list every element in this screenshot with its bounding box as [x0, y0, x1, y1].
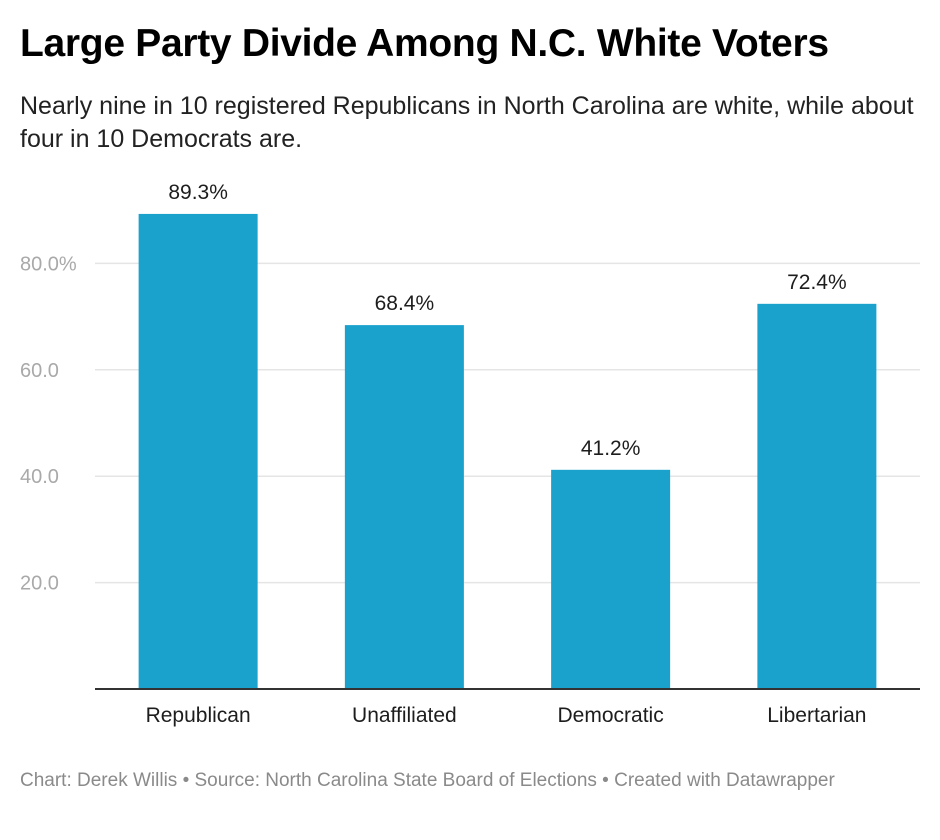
bar-libertarian — [757, 303, 877, 689]
data-label: 68.4% — [375, 292, 435, 315]
data-label: 89.3% — [168, 181, 228, 204]
x-tick-label: Unaffiliated — [352, 704, 457, 727]
data-label: 72.4% — [787, 271, 847, 294]
y-tick-label: 60.0 — [20, 360, 59, 382]
data-label: 41.2% — [581, 437, 641, 460]
x-tick-label: Republican — [146, 704, 251, 727]
chart-footer: Chart: Derek Willis • Source: North Caro… — [20, 770, 835, 791]
bar-chart: 20.0 40.0 60.0 80.0% 89.3% Republican 68.4% Una… — [20, 181, 920, 727]
bar-unaffiliated — [344, 325, 464, 689]
y-tick-label: 40.0 — [20, 466, 59, 488]
chart-title: Large Party Divide Among N.C. White Vote… — [20, 22, 829, 65]
y-tick-label: 80.0% — [20, 253, 77, 275]
bar-democratic — [551, 469, 671, 689]
x-tick-label: Democratic — [558, 704, 664, 727]
y-tick-label: 20.0 — [20, 573, 59, 595]
chart-subtitle: Nearly nine in 10 registered Republicans… — [20, 92, 914, 153]
x-tick-label: Libertarian — [767, 704, 866, 727]
bar-republican — [138, 213, 258, 689]
